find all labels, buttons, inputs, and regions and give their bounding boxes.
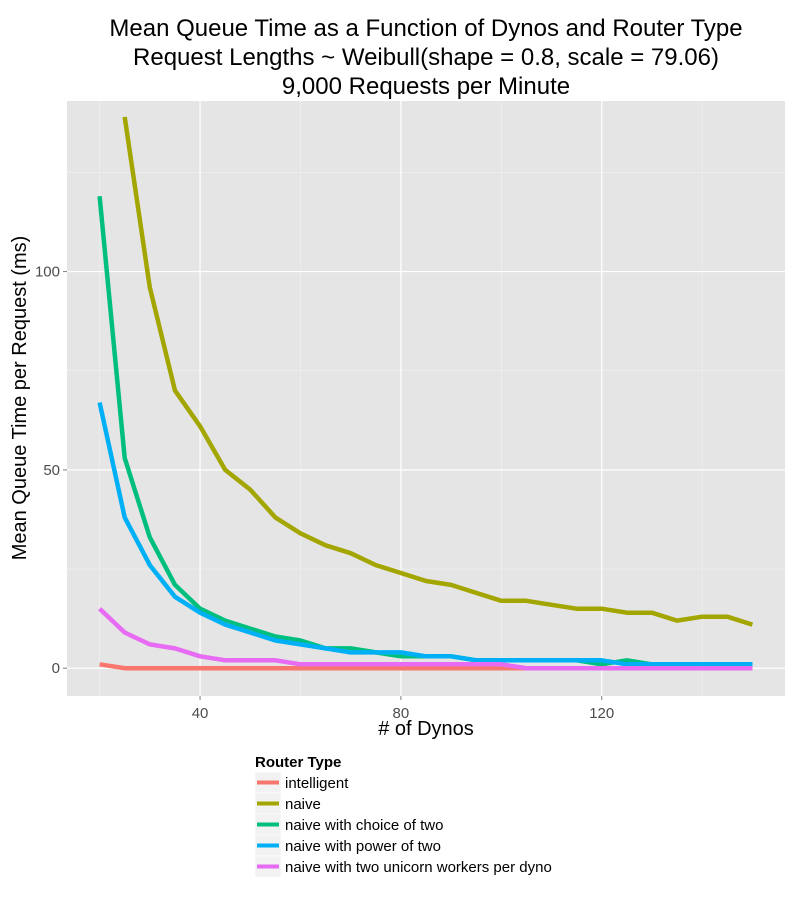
x-tick-label: 80	[393, 705, 410, 722]
chart-title-line-2: Request Lengths ~ Weibull(shape = 0.8, s…	[133, 44, 719, 71]
chart-title-line-1: Mean Queue Time as a Function of Dynos a…	[109, 15, 742, 42]
legend-label: naive with choice of two	[285, 817, 443, 834]
legend-label: intelligent	[285, 775, 349, 792]
x-tick-label: 40	[192, 705, 209, 722]
legend-label: naive	[285, 796, 321, 813]
x-axis-title: # of Dynos	[378, 718, 474, 740]
series-line-naive-with-two-unicorn-workers-per-dyno	[98, 607, 753, 671]
plot-panel	[67, 101, 785, 696]
y-axis-ticks: 0 50 100	[35, 264, 67, 677]
y-tick-label: 50	[43, 462, 60, 479]
legend-label: naive with two unicorn workers per dyno	[285, 859, 552, 876]
legend-title: Router Type	[255, 754, 341, 771]
x-axis-ticks: 40 80 120	[192, 696, 614, 722]
series-line-naive-with-power-of-two	[97, 402, 753, 667]
series-lines	[97, 116, 754, 671]
chart-title-line-3: 9,000 Requests per Minute	[282, 73, 570, 100]
legend: Router Type intelligent naive naive with c…	[254, 754, 552, 878]
y-tick-label: 100	[35, 264, 60, 281]
y-axis-title: Mean Queue Time per Request (ms)	[9, 236, 31, 561]
minor-gridlines	[67, 101, 785, 696]
x-tick-label: 120	[589, 705, 614, 722]
series-line-naive	[122, 116, 754, 627]
legend-label: naive with power of two	[285, 838, 441, 855]
y-tick-label: 0	[52, 660, 60, 677]
